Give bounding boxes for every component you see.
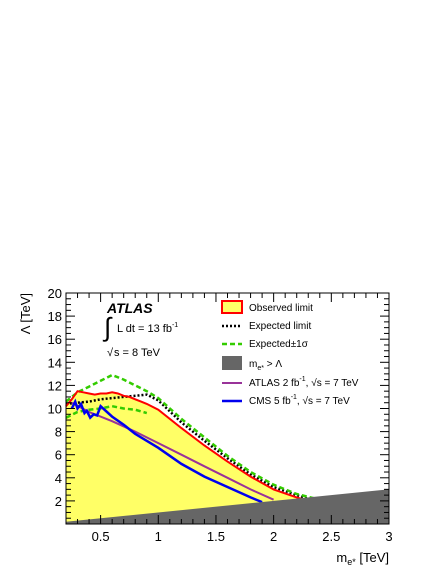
plot-area bbox=[65, 373, 389, 524]
legend-swatch-observed bbox=[221, 300, 243, 314]
y-tick-label: 14 bbox=[48, 355, 62, 370]
x-tick-label: 3 bbox=[385, 529, 392, 544]
x-axis-ticks: 0.5 1 1.5 2 2.5 3 bbox=[65, 293, 393, 544]
legend-label-cms: CMS 5 fb-1, √s = 7 TeV bbox=[249, 394, 350, 407]
legend-label-atlas: ATLAS 2 fb-1, √s = 7 TeV bbox=[249, 376, 359, 389]
y-tick-label: 16 bbox=[48, 332, 62, 347]
excluded-region-me-gt-lambda bbox=[66, 489, 389, 524]
expected-band-upper-line bbox=[65, 373, 321, 501]
x-tick-label: 2 bbox=[270, 529, 277, 544]
luminosity-label: L dt = 13 fb-1 bbox=[117, 322, 178, 335]
legend-swatch-excluded bbox=[222, 356, 242, 370]
legend: Observed limit Expected limit Expected±1… bbox=[221, 300, 359, 407]
legend-label-observed: Observed limit bbox=[249, 303, 313, 314]
expected-band-lower-line bbox=[65, 404, 148, 419]
legend-label-band: Expected±1σ bbox=[249, 339, 309, 350]
y-axis-title: Λ [TeV] bbox=[18, 293, 33, 334]
y-tick-label: 2 bbox=[55, 494, 62, 509]
y-tick-label: 10 bbox=[48, 402, 62, 417]
y-axis-ticks: 2 4 6 8 10 12 14 16 18 20 bbox=[48, 286, 389, 525]
observed-limit-line bbox=[65, 390, 309, 502]
x-axis-title: me* [TeV] bbox=[336, 550, 389, 567]
y-tick-label: 20 bbox=[48, 286, 62, 301]
legend-label-excluded: me* > Λ bbox=[249, 359, 282, 372]
atlas-7tev-line bbox=[71, 401, 275, 501]
expected-limit-line bbox=[65, 393, 309, 500]
y-tick-label: 12 bbox=[48, 378, 62, 393]
legend-label-expected: Expected limit bbox=[249, 321, 311, 332]
x-tick-label: 2.5 bbox=[322, 529, 340, 544]
y-tick-label: 18 bbox=[48, 309, 62, 324]
cms-7tev-line bbox=[70, 398, 263, 504]
x-tick-label: 1.5 bbox=[207, 529, 225, 544]
integral-sign: ∫ bbox=[102, 312, 113, 342]
sqrt-symbol: √ bbox=[107, 347, 114, 359]
y-tick-label: 8 bbox=[55, 425, 62, 440]
y-tick-label: 4 bbox=[55, 471, 62, 486]
x-tick-label: 0.5 bbox=[92, 529, 110, 544]
y-tick-label: 6 bbox=[55, 448, 62, 463]
x-tick-label: 1 bbox=[155, 529, 162, 544]
atlas-label: ATLAS bbox=[106, 300, 153, 316]
energy-label: s = 8 TeV bbox=[114, 347, 161, 359]
